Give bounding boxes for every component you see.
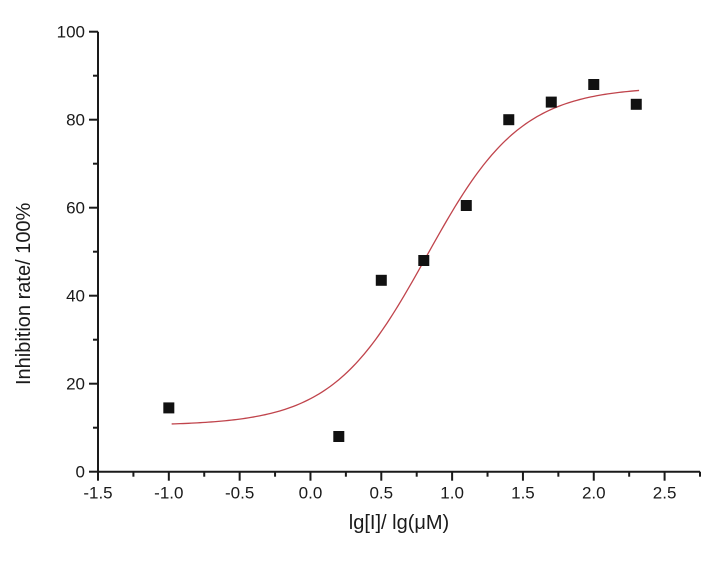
y-tick-label: 0	[76, 463, 85, 482]
data-point-square	[460, 200, 472, 211]
x-tick-label: 2.0	[582, 484, 606, 503]
y-axis-title: Inhibition rate/ 100%	[13, 202, 35, 385]
x-tick-label: -0.5	[225, 484, 254, 503]
data-point-square	[375, 274, 387, 286]
x-tick-label: 0.5	[369, 484, 393, 503]
data-point-square	[588, 79, 600, 90]
y-tick-label: 80	[66, 111, 85, 130]
x-tick-label: -1.0	[154, 484, 183, 503]
x-tick-label: -1.5	[83, 484, 112, 503]
y-tick-label: 60	[66, 199, 85, 218]
data-point-square	[630, 98, 642, 110]
data-point-square	[163, 402, 175, 414]
y-tick-label: 20	[66, 375, 85, 394]
data-point-square	[333, 431, 345, 442]
x-tick-label: 0.0	[299, 484, 323, 503]
x-axis-title: lg[I]/ lg(μM)	[348, 512, 450, 534]
y-tick-label: 40	[66, 287, 85, 306]
x-tick-label: 2.5	[653, 484, 677, 503]
x-tick-label: 1.0	[440, 484, 464, 503]
data-point-square	[545, 96, 557, 108]
data-point-square	[418, 255, 430, 266]
y-tick-label: 100	[57, 23, 85, 42]
data-point-square	[503, 114, 515, 126]
x-tick-label: 1.5	[511, 484, 535, 503]
sigmoid-fit-curve	[171, 89, 640, 425]
